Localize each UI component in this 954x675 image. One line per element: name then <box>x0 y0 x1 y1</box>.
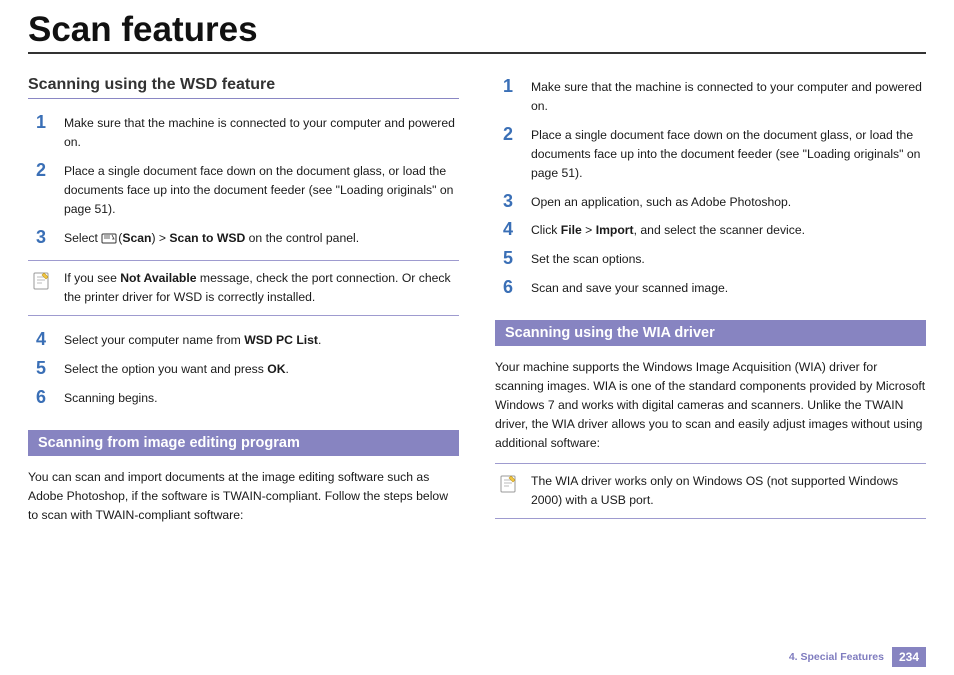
note-icon <box>499 474 519 499</box>
footer-chapter: 4. Special Features <box>789 651 884 663</box>
step-text: Set the scan options. <box>531 249 926 269</box>
step-number: 1 <box>503 77 517 97</box>
note-text: The WIA driver works only on Windows OS … <box>531 472 926 510</box>
text: . <box>318 333 321 347</box>
step-number: 6 <box>503 278 517 298</box>
step-number: 6 <box>36 388 50 408</box>
step-item: 2 Place a single document face down on t… <box>495 125 926 183</box>
step-item: 3 Open an application, such as Adobe Pho… <box>495 192 926 212</box>
paragraph: Your machine supports the Windows Image … <box>495 358 926 453</box>
ok-label: OK <box>267 362 285 376</box>
wsd-pc-list-label: WSD PC List <box>244 333 318 347</box>
left-column: Scanning using the WSD feature 1 Make su… <box>28 68 459 535</box>
not-available-label: Not Available <box>120 271 196 285</box>
step-item: 5 Select the option you want and press O… <box>28 359 459 379</box>
step-number: 1 <box>36 113 50 133</box>
section-wsd-heading: Scanning using the WSD feature <box>28 76 459 99</box>
text: Select <box>64 231 101 245</box>
text: If you see <box>64 271 120 285</box>
section-image-editing-heading: Scanning from image editing program <box>28 430 459 456</box>
step-number: 4 <box>503 220 517 240</box>
note-box: If you see Not Available message, check … <box>28 260 459 316</box>
step-text: Scanning begins. <box>64 388 459 408</box>
step-text: Open an application, such as Adobe Photo… <box>531 192 926 212</box>
text: Select your computer name from <box>64 333 244 347</box>
note-text: If you see Not Available message, check … <box>64 269 459 307</box>
page-footer: 4. Special Features 234 <box>789 647 926 667</box>
text: Click <box>531 223 561 237</box>
step-item: 6 Scan and save your scanned image. <box>495 278 926 298</box>
scan-label: Scan <box>122 231 151 245</box>
text: > <box>582 223 596 237</box>
step-item: 1 Make sure that the machine is connecte… <box>28 113 459 152</box>
step-text: Make sure that the machine is connected … <box>531 77 926 116</box>
step-text: Scan and save your scanned image. <box>531 278 926 298</box>
step-number: 3 <box>503 192 517 212</box>
step-text: Make sure that the machine is connected … <box>64 113 459 152</box>
text: > <box>156 231 170 245</box>
step-item: 3 Select (Scan) > Scan to WSD on the con… <box>28 228 459 251</box>
step-text: Place a single document face down on the… <box>531 125 926 183</box>
right-column: 1 Make sure that the machine is connecte… <box>495 68 926 535</box>
content-columns: Scanning using the WSD feature 1 Make su… <box>28 68 926 535</box>
scan-to-wsd-label: Scan to WSD <box>169 231 245 245</box>
step-item: 4 Click File > Import, and select the sc… <box>495 220 926 240</box>
text: on the control panel. <box>245 231 359 245</box>
step-text: Click File > Import, and select the scan… <box>531 220 926 240</box>
text: Select the option you want and press <box>64 362 267 376</box>
step-number: 5 <box>36 359 50 379</box>
file-label: File <box>561 223 582 237</box>
step-text: Select your computer name from WSD PC Li… <box>64 330 459 350</box>
step-number: 5 <box>503 249 517 269</box>
step-number: 4 <box>36 330 50 350</box>
note-icon <box>32 271 52 296</box>
step-text: Place a single document face down on the… <box>64 161 459 219</box>
step-item: 4 Select your computer name from WSD PC … <box>28 330 459 350</box>
note-box: The WIA driver works only on Windows OS … <box>495 463 926 519</box>
step-number: 2 <box>36 161 50 181</box>
step-item: 6 Scanning begins. <box>28 388 459 408</box>
page-title: Scan features <box>28 10 926 52</box>
text: . <box>286 362 289 376</box>
step-text: Select (Scan) > Scan to WSD on the contr… <box>64 228 459 251</box>
step-number: 2 <box>503 125 517 145</box>
page-number: 234 <box>892 647 926 667</box>
step-item: 1 Make sure that the machine is connecte… <box>495 77 926 116</box>
section-wia-heading: Scanning using the WIA driver <box>495 320 926 346</box>
paragraph: You can scan and import documents at the… <box>28 468 459 525</box>
title-rule <box>28 52 926 54</box>
step-item: 5 Set the scan options. <box>495 249 926 269</box>
scan-icon <box>101 231 117 251</box>
step-item: 2 Place a single document face down on t… <box>28 161 459 219</box>
import-label: Import <box>596 223 634 237</box>
step-number: 3 <box>36 228 50 248</box>
step-text: Select the option you want and press OK. <box>64 359 459 379</box>
text: , and select the scanner device. <box>634 223 805 237</box>
